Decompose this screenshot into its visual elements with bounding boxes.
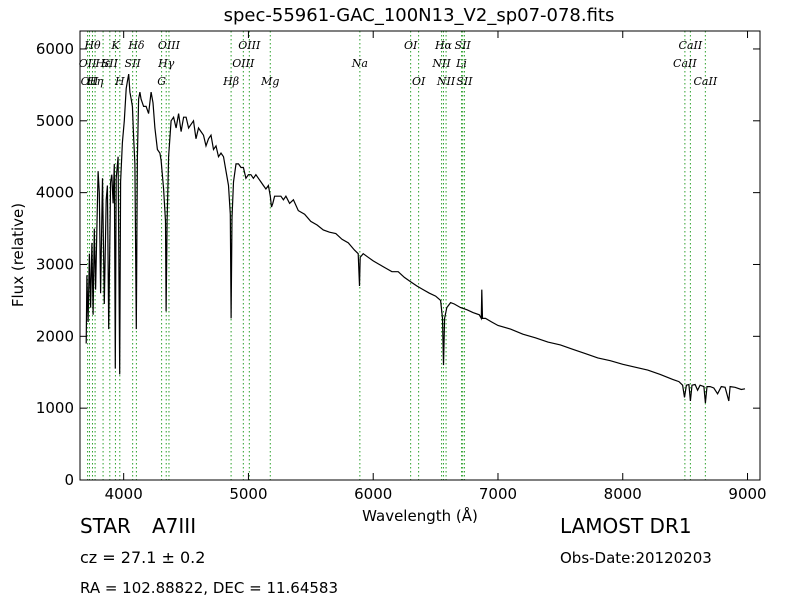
- y-tick-label: 2000: [36, 327, 74, 345]
- spectral-line-label: NII: [431, 57, 451, 70]
- spectral-line-label: Hδ: [127, 39, 145, 52]
- spectral-line-label: NII: [436, 75, 456, 88]
- x-axis-label: Wavelength (Å): [362, 506, 478, 525]
- spectral-line-label: Na: [351, 57, 368, 70]
- spectral-line-label: Hη: [86, 75, 104, 88]
- spectral-line-label: G: [157, 75, 166, 88]
- spectral-line-label: SII: [125, 57, 142, 70]
- spectral-line-label: OIII: [232, 57, 255, 70]
- survey-name: LAMOST DR1: [560, 514, 692, 538]
- y-tick-label: 6000: [36, 40, 74, 58]
- spectral-line-label: CaII: [679, 39, 703, 52]
- x-tick-label: 6000: [354, 485, 392, 503]
- y-tick-label: 5000: [36, 112, 74, 130]
- spectral-line-label: OIII: [158, 39, 181, 52]
- x-tick-label: 7000: [479, 485, 517, 503]
- x-axis-ticks: 4000 5000 6000 7000 8000 9000: [105, 31, 767, 503]
- spectral-line-label: SII: [455, 39, 472, 52]
- object-class: STAR: [80, 514, 131, 538]
- x-tick-label: 8000: [604, 485, 642, 503]
- spectral-line-label: SII: [456, 75, 473, 88]
- y-tick-label: 3000: [36, 255, 74, 273]
- spectral-line-label: OII: [81, 75, 99, 88]
- spectral-line-label: H: [114, 75, 125, 88]
- x-tick-label: 4000: [105, 485, 143, 503]
- spectral-line-label: Hβ: [222, 75, 239, 88]
- spectral-line-label: Li: [455, 57, 467, 70]
- redshift-value: cz = 27.1 ± 0.2: [80, 548, 206, 567]
- spectral-line-label: Hα: [434, 39, 453, 52]
- spectral-line-label: CaII: [673, 57, 697, 70]
- spectral-line-label: Hθ: [83, 39, 101, 52]
- spectral-line-label: CaII: [694, 75, 718, 88]
- observation-date: Obs-Date:20120203: [560, 549, 712, 567]
- flux-series-line: [85, 73, 746, 404]
- y-axis-label: Flux (relative): [9, 203, 27, 307]
- object-subclass: A7III: [152, 514, 197, 538]
- spectral-line-label: OIII: [238, 39, 261, 52]
- x-tick-label: 9000: [728, 485, 766, 503]
- spectral-line-label: SII: [102, 57, 119, 70]
- spectral-line-labels: OIIOIIHθHηHεSIIKHSIIHδGHγOIIIHβOIIIOIIIM…: [79, 39, 718, 88]
- spectral-line-label: Mg: [260, 75, 279, 88]
- spectral-line-label: OII: [79, 57, 97, 70]
- spectral-line-label: K: [110, 39, 120, 52]
- chart-title: spec-55961-GAC_100N13_V2_sp07-078.fits: [223, 5, 615, 26]
- spectral-line-label: Hγ: [157, 57, 175, 70]
- y-axis-ticks: 0 1000 2000 3000 4000 5000 6000: [36, 40, 760, 489]
- plot-frame: [79, 30, 761, 481]
- sky-coordinates: RA = 102.88822, DEC = 11.64583: [80, 579, 339, 597]
- spectral-line-label: Hε: [94, 57, 111, 70]
- spectral-line-markers: [87, 31, 706, 480]
- spectral-line-label: OI: [404, 39, 418, 52]
- y-tick-label: 1000: [36, 399, 74, 417]
- x-tick-label: 5000: [229, 485, 267, 503]
- spectral-line-label: OI: [412, 75, 426, 88]
- y-tick-label: 4000: [36, 184, 74, 202]
- y-tick-label: 0: [64, 471, 74, 489]
